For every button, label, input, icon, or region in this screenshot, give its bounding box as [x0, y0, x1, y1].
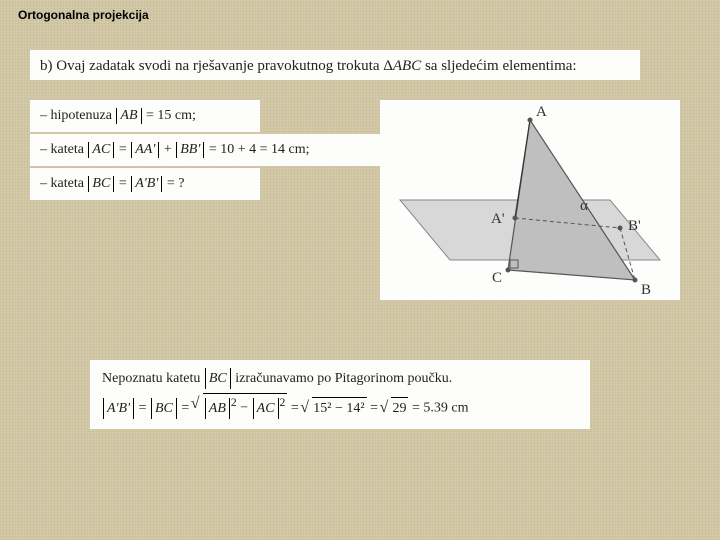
r3: 29 — [391, 397, 408, 419]
header-title: Ortogonalna projekcija — [18, 8, 149, 22]
eq-lhs-b: BC — [151, 398, 177, 419]
r1b-sup: 2 — [280, 396, 286, 409]
diagram-panel: A A' B B' Cα — [380, 100, 680, 300]
hyp-label: – hipotenuza — [40, 108, 115, 123]
sqrt2: 15² − 14² — [302, 397, 366, 419]
leg1-line: – kateta AC = AA' + BB' = 10 + 4 = 14 cm… — [30, 134, 380, 166]
sol-b: izračunavamo po Pitagorinom poučku. — [232, 371, 452, 386]
page-header: Ortogonalna projekcija — [18, 8, 149, 22]
intro-a: Ovaj zadatak svodi na rješavanje pravoku… — [56, 58, 393, 74]
hyp-seg: AB — [116, 108, 141, 124]
sqrt1: AB2 − AC2 — [193, 393, 288, 419]
leg2-seg: BC — [88, 176, 114, 192]
svg-text:A: A — [536, 104, 547, 120]
eq-lhs-a: A'B' — [103, 398, 134, 419]
leg2-eq: = — [115, 176, 130, 191]
leg1-eq: = — [115, 142, 130, 157]
leg2-label: – kateta — [40, 176, 87, 191]
hypotenuse-line: – hipotenuza AB = 15 cm; — [30, 100, 260, 132]
svg-text:B: B — [641, 282, 651, 298]
eq5: = 5.39 cm — [408, 401, 468, 416]
triangle-name: ABC — [393, 58, 421, 74]
leg2-line: – kateta BC = A'B' = ? — [30, 168, 260, 200]
leg1-val: = 10 + 4 = 14 cm; — [205, 142, 309, 157]
sol-seg: BC — [205, 368, 231, 389]
projection-diagram: A A' B B' Cα — [380, 100, 680, 300]
svg-text:B': B' — [628, 218, 641, 234]
intro-b: sa sljedećim elementima: — [421, 58, 576, 74]
eq1: = — [135, 401, 150, 416]
hyp-val: = 15 cm; — [143, 108, 196, 123]
sol-a: Nepoznatu katetu — [102, 371, 204, 386]
leg1-label: – kateta — [40, 142, 87, 157]
problem-label: b) — [40, 58, 53, 74]
svg-text:A': A' — [491, 211, 505, 227]
leg1-a: AA' — [131, 142, 159, 158]
svg-text:C: C — [492, 270, 502, 286]
leg2-q: = ? — [163, 176, 184, 191]
solution-equation: A'B' = BC = AB2 − AC2 = 15² − 14² = 29 =… — [102, 393, 578, 419]
problem-intro: b) Ovaj zadatak svodi na rješavanje prav… — [30, 50, 640, 80]
r2: 15² − 14² — [312, 397, 366, 419]
solution-text: Nepoznatu katetu BC izračunavamo po Pita… — [102, 368, 578, 389]
r1a: AB — [205, 398, 230, 419]
svg-text:α: α — [580, 198, 588, 214]
r1b: AC — [253, 398, 279, 419]
leg2-a: A'B' — [131, 176, 162, 192]
leg1-plus: + — [160, 142, 175, 157]
leg1-seg: AC — [88, 142, 114, 158]
solution-panel: Nepoznatu katetu BC izračunavamo po Pita… — [90, 360, 590, 429]
leg1-b: BB' — [176, 142, 204, 158]
minus1: − — [237, 401, 252, 416]
sqrt3: 29 — [381, 397, 408, 419]
